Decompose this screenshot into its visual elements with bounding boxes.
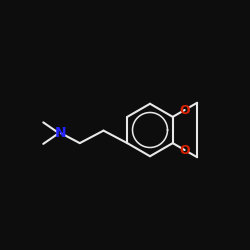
Text: N: N xyxy=(55,126,66,140)
Text: O: O xyxy=(179,144,190,156)
Text: O: O xyxy=(179,104,190,117)
